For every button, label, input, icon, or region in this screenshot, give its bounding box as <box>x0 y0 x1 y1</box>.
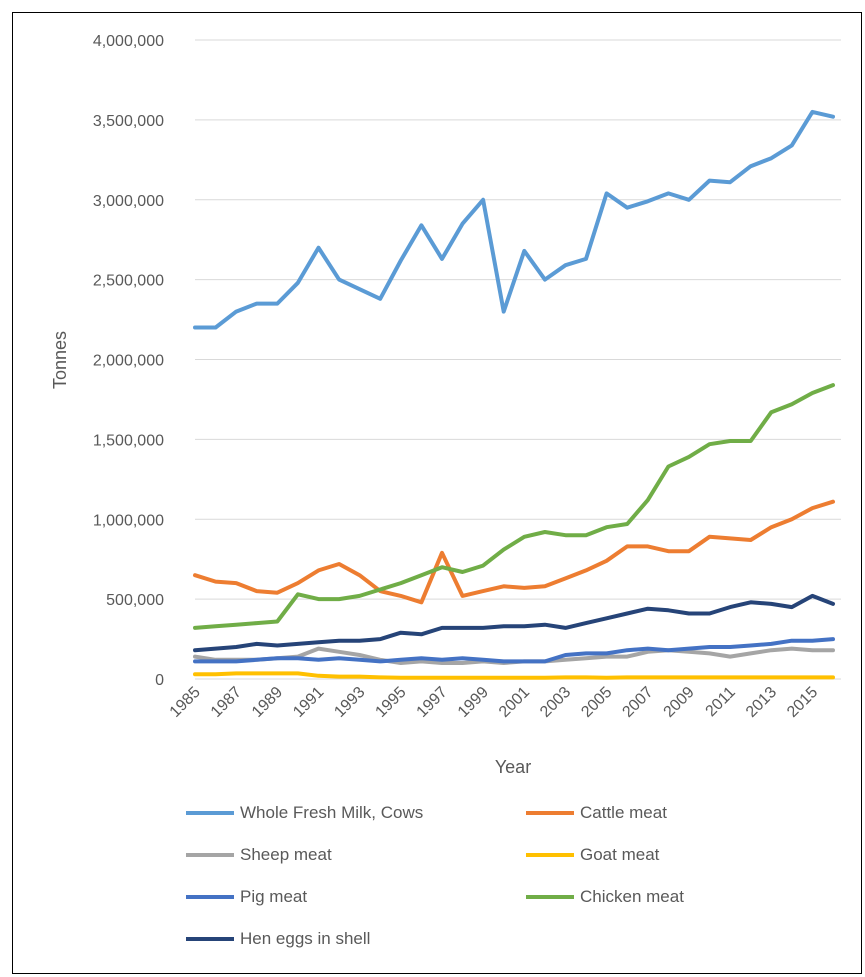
y-tick-label: 3,500,000 <box>93 113 164 130</box>
legend-label: Chicken meat <box>580 887 684 906</box>
legend-swatch <box>186 937 234 941</box>
x-tick-label: 2007 <box>619 684 656 721</box>
legend-item: Chicken meat <box>526 884 684 910</box>
legend-item: Sheep meat <box>186 842 332 868</box>
x-tick-label: 1997 <box>414 684 451 721</box>
y-tick-label: 0 <box>155 672 164 689</box>
series-lines <box>193 109 835 680</box>
y-tick-label: 2,000,000 <box>93 353 164 370</box>
gridlines <box>195 39 841 680</box>
x-tick-label: 1985 <box>167 684 204 721</box>
y-tick-label: 3,000,000 <box>93 193 164 210</box>
legend-item: Whole Fresh Milk, Cows <box>186 800 423 826</box>
legend-label: Sheep meat <box>240 845 332 864</box>
legend-label: Hen eggs in shell <box>240 929 371 948</box>
legend-swatch <box>186 895 234 899</box>
legend-label: Goat meat <box>580 845 660 864</box>
legend-swatch <box>526 895 574 899</box>
legend-item: Hen eggs in shell <box>186 926 370 952</box>
series-line-0 <box>193 109 835 330</box>
legend-label: Cattle meat <box>580 803 667 822</box>
y-tick-label: 500,000 <box>106 592 164 609</box>
series-line-3 <box>193 671 835 680</box>
x-tick-label: 1989 <box>249 684 286 721</box>
series-line-5 <box>193 383 835 630</box>
legend-item: Pig meat <box>186 884 307 910</box>
chart-frame <box>12 12 862 974</box>
series-line-4 <box>193 637 835 664</box>
y-tick-label: 1,000,000 <box>93 512 164 529</box>
x-tick-label: 1993 <box>331 684 368 721</box>
x-tick-label: 2009 <box>661 684 698 721</box>
x-tick-label: 1991 <box>290 684 327 721</box>
legend-item: Goat meat <box>526 842 659 868</box>
x-tick-label: 1995 <box>372 684 409 721</box>
legend-swatch <box>186 811 234 815</box>
x-tick-label: 2001 <box>496 684 533 721</box>
x-tick-label: 2015 <box>784 684 821 721</box>
y-tick-label: 2,500,000 <box>93 273 164 290</box>
series-line-1 <box>193 499 835 605</box>
x-tick-label: 1999 <box>455 684 492 721</box>
x-tick-label: 1987 <box>208 684 245 721</box>
x-tick-label: 2003 <box>537 684 574 721</box>
x-tick-label: 2013 <box>743 684 780 721</box>
y-tick-label: 1,500,000 <box>93 432 164 449</box>
legend-swatch <box>526 853 574 857</box>
legend-swatch <box>186 853 234 857</box>
legend-item: Cattle meat <box>526 800 667 826</box>
y-tick-label: 4,000,000 <box>93 33 164 50</box>
legend-swatch <box>526 811 574 815</box>
x-axis-title: Year <box>495 757 531 777</box>
y-axis-title: Tonnes <box>50 331 70 389</box>
legend-label: Pig meat <box>240 887 308 906</box>
x-tick-label: 2011 <box>703 684 739 720</box>
x-tick-labels: 1985 1987 1989 1991 1993 1995 1997 1999 2001 2003… <box>167 684 822 721</box>
legend-label: Whole Fresh Milk, Cows <box>240 803 424 822</box>
series-line-6 <box>193 593 835 653</box>
x-tick-label: 2005 <box>578 684 615 721</box>
y-tick-labels: 0 500,000 1,000,000 1,500,000 2,000,000 2,500… <box>93 33 164 689</box>
